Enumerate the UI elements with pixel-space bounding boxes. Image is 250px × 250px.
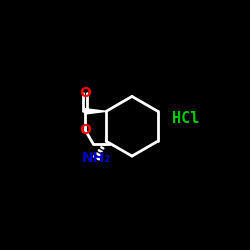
Polygon shape bbox=[85, 109, 106, 114]
Text: O: O bbox=[79, 86, 91, 100]
Text: O: O bbox=[79, 122, 91, 136]
Text: HCl: HCl bbox=[172, 111, 200, 126]
Text: NH₂: NH₂ bbox=[82, 151, 111, 165]
